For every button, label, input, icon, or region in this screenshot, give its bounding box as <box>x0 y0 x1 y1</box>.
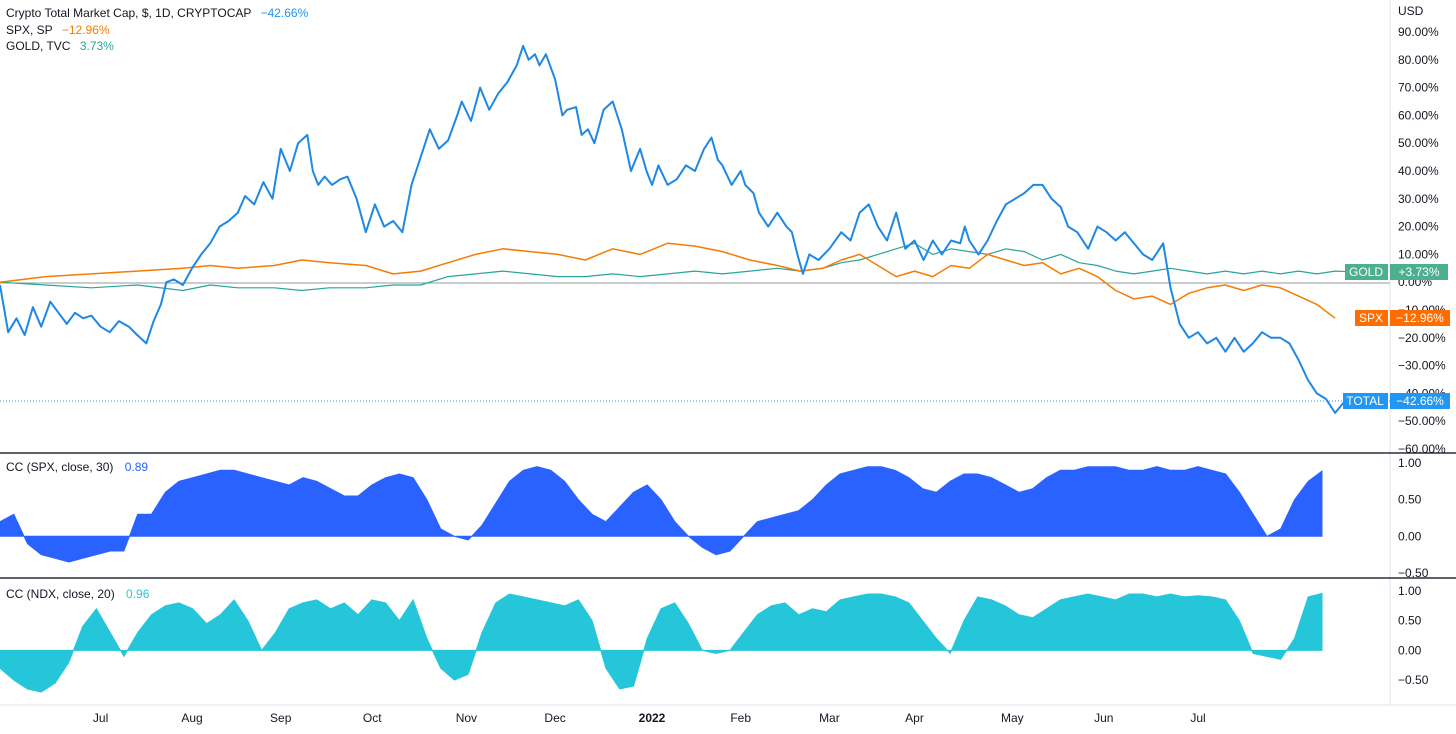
legend-spx-label: SPX, SP <box>6 23 53 37</box>
main-y-tick-label: −60.00% <box>1398 442 1446 456</box>
main-y-tick-label: 50.00% <box>1398 136 1439 150</box>
legend-gold-label: GOLD, TVC <box>6 39 71 53</box>
main-y-tick-label: 90.00% <box>1398 25 1439 39</box>
series-line-spx[interactable] <box>0 242 1336 319</box>
spx-correlation-y-tick-label: −0.50 <box>1398 566 1429 580</box>
total-badge-value: −42.66% <box>1396 394 1444 408</box>
gold-badge-value-bg <box>1390 264 1448 280</box>
spx-badge-value-bg <box>1390 310 1450 326</box>
ndx-correlation-y-tick-label: 0.00 <box>1398 643 1422 657</box>
main-y-tick-label: 40.00% <box>1398 164 1439 178</box>
main-y-tick-label: 80.00% <box>1398 53 1439 67</box>
x-tick-label: Jul <box>93 711 108 725</box>
legend-spx-value: −12.96% <box>62 23 110 37</box>
spx-correlation-pane[interactable] <box>0 466 1323 563</box>
main-legend[interactable]: Crypto Total Market Cap, $, 1D, CRYPTOCA… <box>6 6 309 53</box>
spx-correlation-y-tick-label: 0.50 <box>1398 493 1422 507</box>
legend-gold: GOLD, TVC 3.73% <box>6 39 114 53</box>
x-tick-label: May <box>1001 711 1024 725</box>
gold-badge-value: +3.73% <box>1398 265 1439 279</box>
spx-correlation-scale[interactable]: 1.00 0.50 0.00 −0.50 <box>1398 456 1429 580</box>
legend-total: Crypto Total Market Cap, $, 1D, CRYPTOCA… <box>6 6 309 20</box>
spx-badge-name: SPX <box>1359 311 1383 325</box>
total-badge-name: TOTAL <box>1346 394 1384 408</box>
ndx-correlation-scale[interactable]: 1.00 0.50 0.00 −0.50 <box>1398 584 1429 687</box>
main-y-tick-label: 20.00% <box>1398 220 1439 234</box>
main-price-scale[interactable]: 90.00% 80.00% 70.00% 60.00% 50.00% 40.00% 30.0… <box>1398 25 1446 456</box>
x-tick-label: Sep <box>270 711 292 725</box>
x-tick-label: Jun <box>1094 711 1113 725</box>
series-line-crypto-total-market-cap[interactable] <box>0 44 1352 414</box>
main-y-tick-label: −20.00% <box>1398 331 1446 345</box>
pane2-legend[interactable]: CC (NDX, close, 20) 0.96 <box>6 587 150 601</box>
spx-badge: SPX −12.96% <box>1355 310 1450 326</box>
gold-badge: GOLD +3.73% <box>1345 264 1448 280</box>
x-tick-label: Mar <box>819 711 840 725</box>
total-badge-value-bg <box>1390 393 1450 409</box>
main-y-tick-label: 30.00% <box>1398 192 1439 206</box>
ndx-correlation-pane[interactable] <box>0 592 1323 693</box>
spx-badge-name-bg <box>1355 310 1388 326</box>
spx-correlation-y-tick-label: 1.00 <box>1398 456 1422 470</box>
time-scale[interactable]: Jul Aug Sep Oct Nov Dec 2022 Feb Mar Apr May Jun Jul <box>93 711 1206 725</box>
x-tick-label: Feb <box>730 711 751 725</box>
main-y-tick-label: 70.00% <box>1398 81 1439 95</box>
total-badge-name-bg <box>1343 393 1388 409</box>
legend-spx: SPX, SP −12.96% <box>6 23 110 37</box>
axes-group <box>0 0 1456 706</box>
x-tick-label: Jul <box>1190 711 1205 725</box>
x-tick-label: Nov <box>456 711 477 725</box>
x-tick-label: Oct <box>363 711 382 725</box>
currency-label: USD <box>1398 4 1424 18</box>
legend-total-label: Crypto Total Market Cap, $, 1D, CRYPTOCA… <box>6 6 251 20</box>
series-line-gold[interactable] <box>0 242 1352 292</box>
main-y-tick-label: −50.00% <box>1398 414 1446 428</box>
ndx-correlation-y-tick-label: −0.50 <box>1398 673 1429 687</box>
main-y-tick-label: −30.00% <box>1398 359 1446 373</box>
pane2-legend-label: CC (NDX, close, 20) <box>6 587 115 601</box>
ndx-correlation-y-tick-label: 1.00 <box>1398 584 1422 598</box>
legend-total-value: −42.66% <box>261 6 309 20</box>
pane1-legend-label: CC (SPX, close, 30) <box>6 460 113 474</box>
x-tick-label: Apr <box>905 711 924 725</box>
pane2-legend-value: 0.96 <box>126 587 150 601</box>
ndx-correlation-area[interactable] <box>0 592 1323 693</box>
pane1-legend[interactable]: CC (SPX, close, 30) 0.89 <box>6 460 148 474</box>
pane1-legend-value: 0.89 <box>125 460 149 474</box>
x-tick-label: 2022 <box>639 711 666 725</box>
x-tick-label: Dec <box>544 711 565 725</box>
spx-correlation-y-tick-label: 0.00 <box>1398 529 1422 543</box>
total-badge: TOTAL −42.66% <box>1343 393 1450 409</box>
spx-correlation-area[interactable] <box>0 466 1323 563</box>
main-price-pane[interactable] <box>0 44 1352 414</box>
legend-gold-value: 3.73% <box>80 39 114 53</box>
x-tick-label: Aug <box>181 711 202 725</box>
ndx-correlation-y-tick-label: 0.50 <box>1398 614 1422 628</box>
main-y-tick-label: 10.00% <box>1398 247 1439 261</box>
spx-badge-value: −12.96% <box>1396 311 1444 325</box>
gold-badge-name: GOLD <box>1349 265 1383 279</box>
gold-badge-name-bg <box>1345 264 1388 280</box>
main-y-tick-label: 60.00% <box>1398 108 1439 122</box>
